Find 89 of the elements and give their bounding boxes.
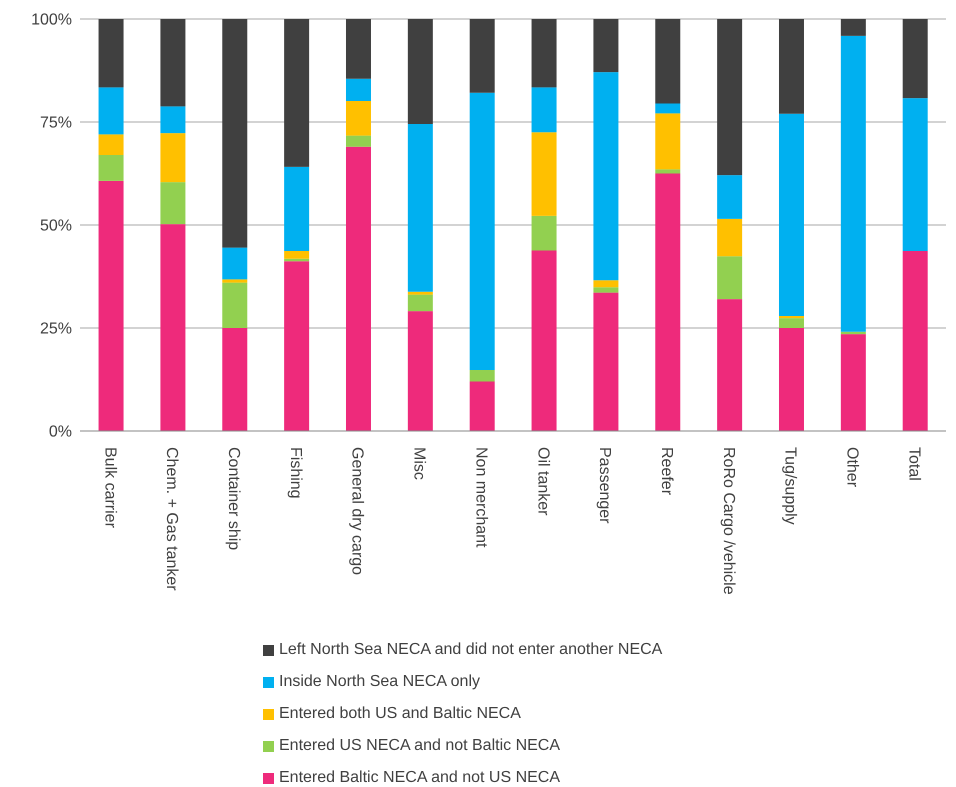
x-tick-label: Chem. + Gas tanker	[163, 447, 180, 592]
bar	[593, 292, 618, 431]
x-tick-label: Bulk carrier	[101, 447, 118, 529]
bar	[470, 19, 495, 93]
bar	[532, 132, 557, 216]
bar	[98, 134, 124, 155]
bar	[778, 19, 804, 114]
legend-label: Left North Sea NECA and did not enter another NECA	[279, 641, 662, 659]
bar	[532, 19, 557, 88]
bar	[717, 19, 742, 176]
bar	[98, 87, 124, 134]
bar	[160, 224, 186, 431]
x-tick-label: Other	[844, 447, 861, 488]
x-tick-label: Container ship	[225, 447, 242, 550]
bar	[98, 154, 124, 181]
y-tick-label: 25%	[40, 320, 72, 338]
bar	[655, 19, 680, 104]
bar	[408, 19, 433, 124]
bar	[778, 328, 804, 431]
bar	[470, 92, 495, 370]
bar	[778, 318, 804, 328]
bar	[532, 250, 557, 431]
x-tick-label: Passenger	[596, 447, 614, 524]
x-tick-label: Tug/supply	[782, 447, 799, 525]
x-tick-label: Misc	[410, 447, 428, 480]
bar	[593, 19, 618, 72]
y-tick-label: 50%	[40, 218, 72, 235]
y-tick-label: 0%	[48, 424, 72, 441]
bar	[98, 19, 124, 88]
bar	[408, 292, 433, 295]
bar	[222, 279, 248, 283]
bar	[346, 146, 371, 431]
bar	[98, 180, 124, 431]
bar	[593, 72, 618, 280]
bar	[222, 282, 248, 328]
bar	[902, 98, 928, 251]
bar	[284, 250, 310, 259]
bar	[717, 175, 742, 219]
bar	[717, 218, 742, 256]
x-tick-label: Fishing	[286, 447, 304, 499]
x-tick-label: Non merchant	[472, 447, 490, 548]
bar	[284, 261, 310, 431]
bar	[160, 106, 186, 134]
legend-label: Entered both US and Baltic NECA	[279, 705, 521, 723]
x-tick-label: Reefer	[658, 447, 676, 496]
bar	[593, 280, 618, 288]
bar	[717, 299, 742, 431]
y-tick-label: 100%	[31, 12, 72, 29]
bar	[655, 103, 680, 114]
bar	[346, 100, 371, 136]
bar	[346, 78, 371, 101]
bar	[284, 19, 310, 167]
bar	[840, 334, 866, 431]
legend-label: Entered Baltic NECA and not US NECA	[279, 769, 560, 787]
x-tick-label: Total	[905, 447, 922, 481]
bar	[532, 87, 557, 132]
bar	[655, 169, 680, 174]
bar	[470, 382, 495, 431]
bar	[346, 136, 371, 147]
bar	[346, 19, 371, 79]
bar	[284, 166, 310, 251]
bar	[902, 19, 928, 98]
x-tick-label: RoRo Cargo /vehicle	[720, 447, 737, 595]
bar	[160, 19, 186, 106]
bar	[222, 248, 248, 280]
bar	[840, 19, 866, 36]
bar	[222, 328, 248, 431]
bar	[408, 294, 433, 312]
bar	[902, 250, 928, 431]
bar	[470, 370, 495, 382]
legend-label: Entered US NECA and not Baltic NECA	[279, 737, 560, 755]
y-tick-label: 75%	[40, 114, 72, 132]
bar	[160, 133, 186, 182]
bar	[284, 258, 310, 262]
legend-label: Inside North Sea NECA only	[279, 673, 480, 691]
bar	[408, 311, 433, 431]
x-tick-label: Oil tanker	[534, 447, 552, 516]
bar	[222, 19, 248, 248]
bar	[532, 216, 557, 251]
bar	[655, 113, 680, 170]
bar	[840, 332, 866, 334]
bar	[778, 114, 804, 316]
bar	[593, 287, 618, 293]
bar	[717, 256, 742, 300]
bar	[408, 124, 433, 292]
bar	[160, 182, 186, 224]
x-tick-label: General dry cargo	[348, 447, 366, 576]
bar	[840, 36, 866, 332]
bar	[655, 174, 680, 431]
